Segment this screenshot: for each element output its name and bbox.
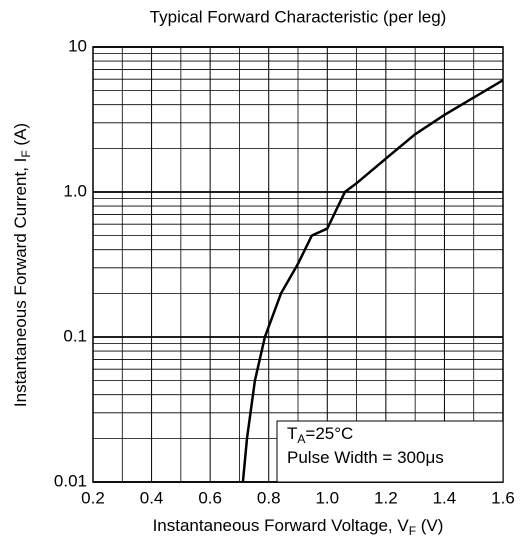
y-axis-label: Instantaneous Forward Current, IF (A) (11, 123, 33, 407)
y-tick-label: 0.01 (54, 471, 87, 490)
curve (241, 79, 504, 483)
annotation: Pulse Width = 300μs (287, 448, 444, 467)
annotation-part: A (297, 432, 305, 446)
x-tick-label: 0.8 (257, 488, 281, 507)
y-axis-label-part: F (19, 150, 33, 157)
chart-title: Typical Forward Characteristic (per leg) (150, 7, 447, 26)
x-tick-label: 0.2 (81, 488, 105, 507)
x-tick-label: 1.2 (374, 488, 398, 507)
x-axis-label-part: F (409, 524, 416, 538)
annotation-part: =25°C (305, 424, 353, 443)
y-axis-label-part: (A) (11, 123, 30, 150)
x-tick-label: 0.6 (198, 488, 222, 507)
x-axis-label-part: Instantaneous Forward Voltage, V (153, 516, 410, 535)
x-axis-label-part: (V) (416, 516, 443, 535)
y-axis-label-part: Instantaneous Forward Current, I (11, 158, 30, 407)
x-axis-label: Instantaneous Forward Voltage, VF (V) (153, 516, 444, 538)
annotation: TA=25°C (287, 424, 353, 446)
y-tick-label: 10 (68, 36, 87, 55)
annotation-part: T (287, 424, 297, 443)
x-tick-label: 1.4 (433, 488, 457, 507)
x-tick-label: 1.0 (315, 488, 339, 507)
x-tick-label: 1.6 (491, 488, 515, 507)
y-tick-label: 0.1 (63, 326, 87, 345)
y-tick-label: 1.0 (63, 181, 87, 200)
annotation-part: Pulse Width = 300μs (287, 448, 444, 467)
x-tick-label: 0.4 (140, 488, 164, 507)
annotation-box (276, 420, 504, 483)
